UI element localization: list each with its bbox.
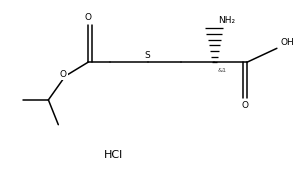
Text: &1: &1 [218,68,227,73]
Text: O: O [60,70,67,79]
Text: O: O [85,13,91,22]
Text: S: S [145,51,151,60]
Text: OH: OH [281,38,295,47]
Text: HCl: HCl [104,150,123,160]
Text: O: O [242,101,248,110]
Text: NH₂: NH₂ [218,16,235,25]
